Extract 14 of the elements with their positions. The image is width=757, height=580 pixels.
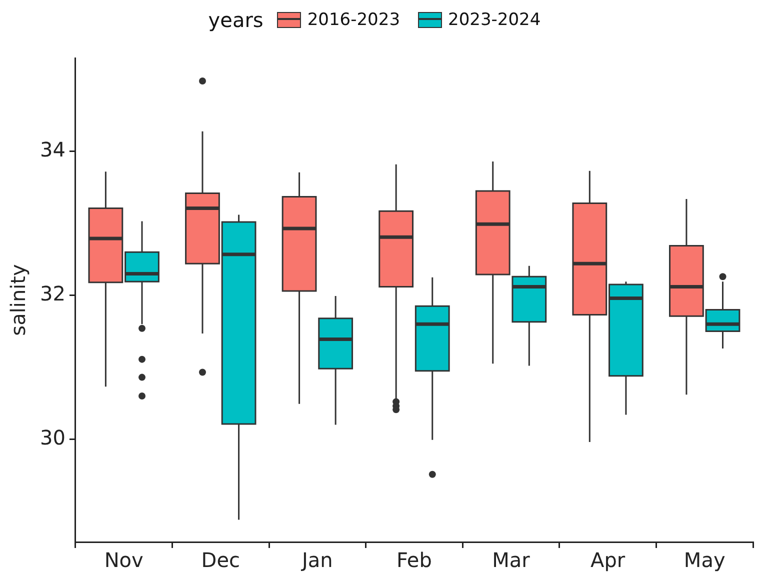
x-tick-label: Feb bbox=[396, 548, 432, 572]
x-tick-label: May bbox=[684, 548, 726, 572]
x-tick-label: Apr bbox=[590, 548, 626, 572]
legend-title: years bbox=[208, 8, 264, 32]
x-tick-label: Mar bbox=[492, 548, 531, 572]
x-tick-label: Dec bbox=[201, 548, 240, 572]
y-tick-label: 30 bbox=[40, 425, 66, 450]
y-tick-label: 32 bbox=[40, 282, 66, 306]
legend-label: 2023-2024 bbox=[448, 10, 541, 30]
legend-label: 2016-2023 bbox=[307, 10, 400, 30]
y-axis-title: salinity bbox=[6, 264, 30, 336]
x-tick-label: Jan bbox=[300, 548, 333, 572]
x-tick-label: Nov bbox=[104, 548, 144, 572]
y-tick-label: 34 bbox=[40, 138, 66, 162]
